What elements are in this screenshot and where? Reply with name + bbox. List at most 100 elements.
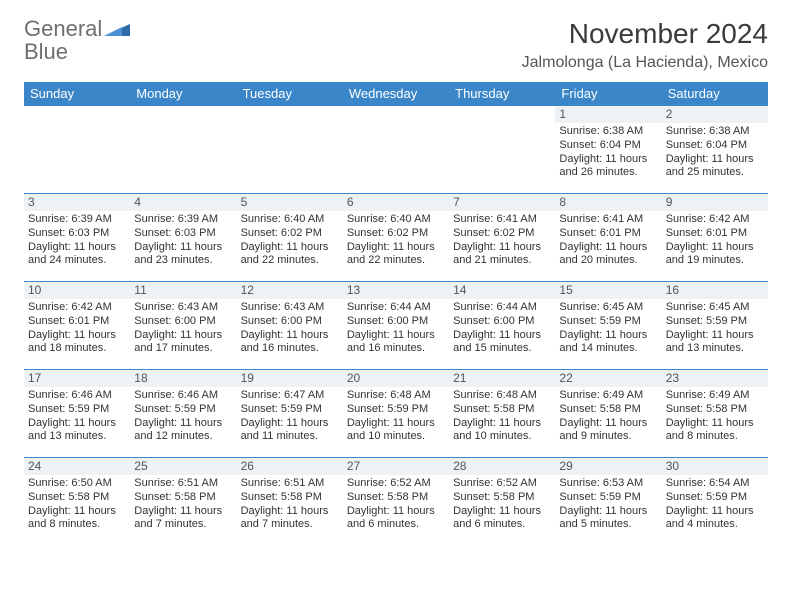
cell-daylight1: Daylight: 11 hours — [134, 241, 232, 255]
cell-daylight1: Daylight: 11 hours — [347, 329, 445, 343]
cell-sunrise: Sunrise: 6:42 AM — [666, 213, 764, 227]
calendar-row: 24Sunrise: 6:50 AMSunset: 5:58 PMDayligh… — [24, 458, 768, 546]
calendar-body: 1Sunrise: 6:38 AMSunset: 6:04 PMDaylight… — [24, 106, 768, 546]
cell-sunset: Sunset: 5:59 PM — [241, 403, 339, 417]
cell-sunset: Sunset: 5:59 PM — [134, 403, 232, 417]
calendar-cell: 10Sunrise: 6:42 AMSunset: 6:01 PMDayligh… — [24, 282, 130, 370]
cell-daylight1: Daylight: 11 hours — [666, 241, 764, 255]
cell-daylight1: Daylight: 11 hours — [453, 329, 551, 343]
day-number: 24 — [24, 458, 130, 475]
day-number: 20 — [343, 370, 449, 387]
cell-daylight2: and 21 minutes. — [453, 254, 551, 268]
calendar-cell: 30Sunrise: 6:54 AMSunset: 5:59 PMDayligh… — [662, 458, 768, 546]
cell-daylight1: Daylight: 11 hours — [28, 241, 126, 255]
day-number: 15 — [555, 282, 661, 299]
cell-daylight1: Daylight: 11 hours — [559, 241, 657, 255]
calendar-cell: 26Sunrise: 6:51 AMSunset: 5:58 PMDayligh… — [237, 458, 343, 546]
day-number: 27 — [343, 458, 449, 475]
day-number: 16 — [662, 282, 768, 299]
cell-daylight2: and 9 minutes. — [559, 430, 657, 444]
cell-daylight2: and 13 minutes. — [28, 430, 126, 444]
cell-sunset: Sunset: 5:58 PM — [453, 491, 551, 505]
month-title: November 2024 — [522, 18, 768, 50]
cell-sunset: Sunset: 6:02 PM — [453, 227, 551, 241]
calendar-cell: 12Sunrise: 6:43 AMSunset: 6:00 PMDayligh… — [237, 282, 343, 370]
cell-sunset: Sunset: 5:58 PM — [134, 491, 232, 505]
cell-daylight2: and 26 minutes. — [559, 166, 657, 180]
day-number: 13 — [343, 282, 449, 299]
calendar-row: 1Sunrise: 6:38 AMSunset: 6:04 PMDaylight… — [24, 106, 768, 194]
cell-daylight2: and 25 minutes. — [666, 166, 764, 180]
logo-text-gray: General — [24, 16, 102, 41]
calendar-cell: 25 Sunrise: 6:51 AMSunset: 5:58 PMDayligh… — [130, 458, 236, 546]
title-block: November 2024 Jalmolonga (La Hacienda), … — [522, 18, 768, 72]
weekday-header: Wednesday — [343, 82, 449, 106]
cell-daylight1: Daylight: 11 hours — [134, 505, 232, 519]
cell-sunrise: Sunrise: 6:48 AM — [347, 389, 445, 403]
cell-daylight1: Daylight: 11 hours — [241, 329, 339, 343]
cell-daylight1: Daylight: 11 hours — [666, 153, 764, 167]
cell-daylight2: and 16 minutes. — [347, 342, 445, 356]
cell-sunrise: Sunrise: 6:46 AM — [28, 389, 126, 403]
calendar-cell: 28Sunrise: 6:52 AMSunset: 5:58 PMDayligh… — [449, 458, 555, 546]
cell-sunrise: Sunrise: 6:45 AM — [666, 301, 764, 315]
cell-daylight1: Daylight: 11 hours — [666, 329, 764, 343]
day-number: 6 — [343, 194, 449, 211]
calendar-cell: 4Sunrise: 6:39 AMSunset: 6:03 PMDaylight… — [130, 194, 236, 282]
calendar-cell: 15Sunrise: 6:45 AMSunset: 5:59 PMDayligh… — [555, 282, 661, 370]
calendar-cell — [343, 106, 449, 194]
cell-sunset: Sunset: 6:00 PM — [453, 315, 551, 329]
cell-sunrise: Sunrise: 6:41 AM — [453, 213, 551, 227]
cell-sunrise: Sunrise: 6:39 AM — [134, 213, 232, 227]
cell-daylight1: Daylight: 11 hours — [559, 505, 657, 519]
cell-daylight1: Daylight: 11 hours — [453, 505, 551, 519]
cell-sunrise: Sunrise: 6:42 AM — [28, 301, 126, 315]
cell-sunrise: Sunrise: 6:46 AM — [134, 389, 232, 403]
cell-sunset: Sunset: 6:00 PM — [134, 315, 232, 329]
cell-sunrise: Sunrise: 6:39 AM — [28, 213, 126, 227]
calendar-cell: 19Sunrise: 6:47 AMSunset: 5:59 PMDayligh… — [237, 370, 343, 458]
logo-text-blue: Blue — [24, 39, 68, 64]
cell-sunset: Sunset: 6:03 PM — [28, 227, 126, 241]
cell-sunset: Sunset: 6:00 PM — [241, 315, 339, 329]
logo-triangle-icon — [104, 20, 130, 41]
cell-sunset: Sunset: 5:59 PM — [559, 491, 657, 505]
location: Jalmolonga (La Hacienda), Mexico — [522, 54, 768, 72]
day-number: 14 — [449, 282, 555, 299]
cell-sunset: Sunset: 5:58 PM — [666, 403, 764, 417]
weekday-header: Sunday — [24, 82, 130, 106]
cell-daylight2: and 23 minutes. — [134, 254, 232, 268]
cell-daylight2: and 16 minutes. — [241, 342, 339, 356]
calendar-cell: 17Sunrise: 6:46 AMSunset: 5:59 PMDayligh… — [24, 370, 130, 458]
cell-daylight1: Daylight: 11 hours — [347, 241, 445, 255]
day-number: 9 — [662, 194, 768, 211]
cell-sunset: Sunset: 5:58 PM — [28, 491, 126, 505]
calendar-cell — [449, 106, 555, 194]
cell-daylight1: Daylight: 11 hours — [134, 417, 232, 431]
cell-sunrise: Sunrise: 6:51 AM — [134, 477, 232, 491]
cell-daylight2: and 22 minutes. — [241, 254, 339, 268]
cell-sunrise: Sunrise: 6:44 AM — [453, 301, 551, 315]
calendar-cell: 16 Sunrise: 6:45 AMSunset: 5:59 PMDayligh… — [662, 282, 768, 370]
cell-daylight2: and 10 minutes. — [347, 430, 445, 444]
day-number: 25 — [130, 458, 236, 475]
cell-sunrise: Sunrise: 6:52 AM — [347, 477, 445, 491]
calendar-cell: 13Sunrise: 6:44 AMSunset: 6:00 PMDayligh… — [343, 282, 449, 370]
cell-sunset: Sunset: 6:02 PM — [241, 227, 339, 241]
cell-sunrise: Sunrise: 6:54 AM — [666, 477, 764, 491]
cell-daylight2: and 10 minutes. — [453, 430, 551, 444]
calendar-cell: 3 Sunrise: 6:39 AMSunset: 6:03 PMDaylight… — [24, 194, 130, 282]
cell-sunset: Sunset: 5:59 PM — [666, 315, 764, 329]
header: General Blue November 2024 Jalmolonga (L… — [24, 18, 768, 72]
day-number: 21 — [449, 370, 555, 387]
cell-daylight2: and 24 minutes. — [28, 254, 126, 268]
cell-sunrise: Sunrise: 6:38 AM — [559, 125, 657, 139]
calendar-cell: 14 Sunrise: 6:44 AMSunset: 6:00 PMDayligh… — [449, 282, 555, 370]
cell-sunset: Sunset: 5:58 PM — [559, 403, 657, 417]
cell-daylight1: Daylight: 11 hours — [347, 505, 445, 519]
weekday-row: SundayMondayTuesdayWednesdayThursdayFrid… — [24, 82, 768, 106]
cell-sunrise: Sunrise: 6:40 AM — [241, 213, 339, 227]
day-number: 3 — [24, 194, 130, 211]
cell-daylight1: Daylight: 11 hours — [28, 417, 126, 431]
cell-sunrise: Sunrise: 6:38 AM — [666, 125, 764, 139]
